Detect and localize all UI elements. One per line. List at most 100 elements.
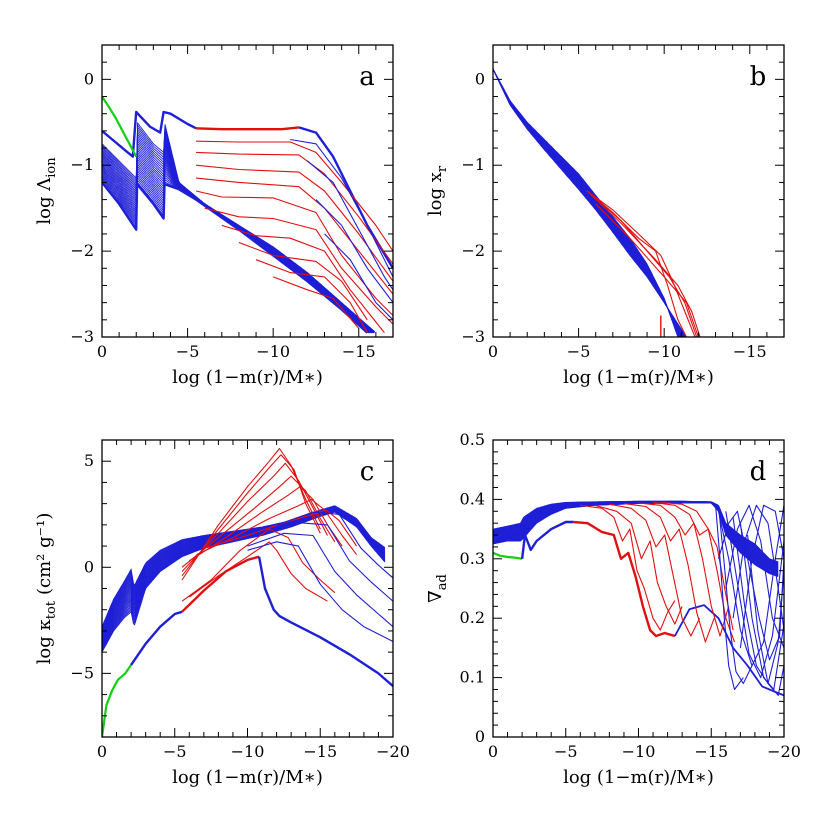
x-tick-label: −10 bbox=[256, 342, 290, 361]
panel-letter: a bbox=[359, 62, 375, 92]
series-line bbox=[298, 126, 393, 269]
series-line bbox=[196, 151, 393, 265]
y-tick-label: −3 bbox=[461, 327, 485, 346]
series-line bbox=[257, 556, 393, 688]
series-line bbox=[493, 551, 523, 560]
model-line bbox=[102, 160, 375, 333]
x-tick-label: −15 bbox=[342, 342, 376, 361]
y-tick-label: −2 bbox=[70, 241, 94, 260]
y-tick-label: 0.4 bbox=[460, 489, 485, 508]
x-tick-label: −5 bbox=[176, 342, 200, 361]
y-tick-label: 0 bbox=[84, 557, 94, 576]
ticks bbox=[492, 439, 785, 738]
series-line bbox=[102, 181, 369, 334]
panel-letter: b bbox=[750, 62, 767, 92]
series-line bbox=[102, 664, 133, 737]
y-tick-label: −1 bbox=[70, 155, 94, 174]
x-tick-label: −15 bbox=[733, 342, 767, 361]
y-axis-label: log Λion bbox=[34, 157, 59, 225]
series-line bbox=[181, 454, 321, 577]
series-line bbox=[747, 534, 784, 696]
series-line bbox=[196, 126, 300, 131]
series-line bbox=[196, 164, 393, 282]
y-axis-label: log xr bbox=[425, 165, 450, 216]
plot-area-c bbox=[102, 447, 393, 737]
series-line bbox=[623, 503, 715, 643]
series-line bbox=[238, 241, 368, 321]
series-line bbox=[739, 504, 784, 648]
series-line bbox=[181, 447, 321, 581]
y-label-main: log x bbox=[425, 172, 446, 216]
x-axis-label: log (1−m(r)/M∗) bbox=[172, 367, 323, 388]
series-line bbox=[181, 528, 336, 602]
x-tick-label: 0 bbox=[97, 742, 107, 761]
y-label-units: (cm² g⁻¹) bbox=[34, 513, 55, 595]
model-line bbox=[102, 182, 375, 334]
series-line bbox=[324, 233, 393, 321]
model-line bbox=[102, 174, 375, 333]
model-line bbox=[102, 169, 375, 333]
x-tick-label: −5 bbox=[163, 742, 187, 761]
series-line bbox=[196, 498, 358, 556]
y-tick-label: 0 bbox=[84, 69, 94, 88]
ticks bbox=[492, 44, 785, 338]
plot-area-b bbox=[493, 68, 701, 337]
plot-area-d bbox=[493, 500, 784, 697]
series-line bbox=[204, 207, 393, 325]
y-tick-label: 0.5 bbox=[460, 430, 485, 449]
y-label-sub: tot bbox=[44, 600, 59, 619]
x-tick-label: 0 bbox=[488, 342, 498, 361]
y-tick-label: 0.1 bbox=[460, 668, 485, 687]
y-label-sub: ad bbox=[435, 574, 450, 590]
series-line bbox=[276, 511, 393, 579]
panel-letter: c bbox=[360, 457, 375, 487]
x-tick-label: −5 bbox=[567, 342, 591, 361]
series-line bbox=[221, 224, 385, 334]
series-line bbox=[102, 95, 138, 158]
plot-area-a bbox=[102, 95, 393, 334]
series-line bbox=[717, 505, 753, 685]
x-axis-label: log (1−m(r)/M∗) bbox=[563, 367, 714, 388]
x-axis-label: log (1−m(r)/M∗) bbox=[563, 767, 714, 788]
series-line bbox=[580, 504, 676, 631]
y-label-main: ∇ bbox=[425, 590, 446, 603]
x-axis-label: log (1−m(r)/M∗) bbox=[172, 767, 323, 788]
x-tick-label: −20 bbox=[376, 742, 410, 761]
y-axis-label: ∇ad bbox=[425, 574, 450, 603]
series-line bbox=[196, 140, 393, 252]
series-line bbox=[586, 190, 701, 337]
series-line bbox=[307, 160, 393, 291]
series-line bbox=[181, 475, 336, 568]
ticks bbox=[101, 439, 394, 738]
x-tick-label: −20 bbox=[767, 742, 801, 761]
model-line bbox=[102, 167, 375, 333]
y-tick-label: −3 bbox=[70, 327, 94, 346]
y-tick-label: 0 bbox=[475, 69, 485, 88]
series-line bbox=[594, 504, 683, 625]
y-label-main: log κ bbox=[34, 619, 55, 665]
series-line bbox=[725, 504, 784, 649]
x-tick-label: −15 bbox=[694, 742, 728, 761]
series-line bbox=[130, 610, 183, 666]
y-tick-label: 5 bbox=[84, 451, 94, 470]
panel-letter: d bbox=[750, 457, 767, 487]
series-line bbox=[715, 505, 744, 691]
series-line bbox=[188, 541, 328, 602]
series-line bbox=[255, 259, 368, 333]
series-line bbox=[247, 532, 393, 628]
panel-c: 0 −5 −10 −15 −20 −5 0 5 c log (1−m(r)/M∗) log κtot… bbox=[34, 439, 410, 788]
axes-frame bbox=[492, 44, 785, 338]
series-line bbox=[717, 510, 784, 661]
series-line bbox=[725, 511, 784, 679]
y-axis-label: log κtot (cm² g⁻¹) bbox=[34, 513, 59, 665]
y-tick-label: 0.2 bbox=[460, 608, 485, 627]
series-line bbox=[273, 276, 360, 329]
model-band bbox=[493, 68, 687, 337]
series-line bbox=[102, 110, 197, 158]
series-line bbox=[290, 138, 393, 278]
series-line bbox=[609, 503, 701, 637]
series-line bbox=[572, 520, 676, 638]
